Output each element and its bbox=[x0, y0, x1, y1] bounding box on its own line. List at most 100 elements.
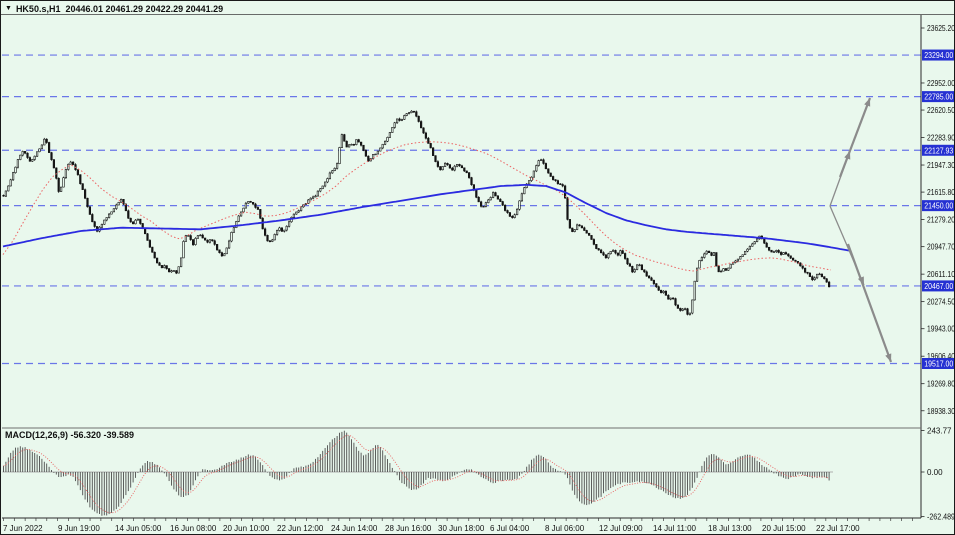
candle-body bbox=[160, 265, 164, 269]
candle-body bbox=[343, 134, 346, 142]
time-tick-label: 20 Jun 10:00 bbox=[223, 524, 270, 533]
candle-body bbox=[441, 166, 444, 171]
candle-body bbox=[544, 163, 547, 170]
price-axis[interactable]: 23625.20 22952.00 22620.50 22283.90 21947.30… bbox=[921, 24, 955, 416]
candle-body bbox=[674, 298, 677, 306]
chart-dropdown-icon[interactable]: ▼ bbox=[5, 5, 12, 12]
candle-body bbox=[184, 235, 188, 242]
candle-body bbox=[755, 238, 759, 242]
candle-body bbox=[232, 227, 236, 233]
candle-body bbox=[278, 227, 281, 231]
candle-body bbox=[55, 167, 58, 179]
candle-body bbox=[196, 235, 200, 239]
candle-body bbox=[180, 257, 183, 268]
candle-body bbox=[383, 140, 387, 145]
candle-body bbox=[43, 138, 46, 146]
candle-body bbox=[271, 239, 274, 242]
candle-body bbox=[419, 121, 423, 129]
time-tick-label: 6 Jul 04:00 bbox=[490, 524, 530, 533]
candle-body bbox=[249, 201, 252, 203]
candle-body bbox=[93, 221, 96, 227]
candle-body bbox=[340, 134, 344, 148]
candle-body bbox=[436, 161, 440, 167]
candle-body bbox=[240, 211, 243, 217]
candle-body bbox=[187, 235, 190, 237]
level-tag-label: 19517.00 bbox=[924, 360, 953, 369]
candle-body bbox=[218, 249, 221, 253]
candle-body bbox=[823, 276, 826, 280]
macd-tick-label: 0.00 bbox=[927, 468, 943, 477]
candle-body bbox=[484, 202, 488, 207]
candle-body bbox=[64, 169, 67, 178]
candle-body bbox=[62, 177, 65, 188]
candle-body bbox=[120, 199, 123, 203]
candle-body bbox=[535, 165, 538, 172]
candle-body bbox=[463, 167, 466, 172]
candle-body bbox=[491, 192, 495, 198]
candles bbox=[2, 110, 831, 316]
candle-body bbox=[825, 278, 828, 283]
candle-body bbox=[587, 232, 591, 236]
price-tick-label: 22952.00 bbox=[927, 79, 955, 88]
candle-body bbox=[122, 199, 125, 205]
candle-body bbox=[808, 272, 811, 277]
candle-body bbox=[285, 225, 288, 231]
candle-body bbox=[23, 151, 27, 154]
candle-body bbox=[280, 227, 284, 232]
candle-body bbox=[429, 143, 432, 149]
candle-body bbox=[494, 192, 497, 197]
candle-body bbox=[72, 161, 75, 165]
candle-body bbox=[561, 184, 564, 187]
candle-body bbox=[309, 197, 312, 201]
candle-body bbox=[151, 246, 154, 253]
candle-body bbox=[403, 115, 406, 120]
ma-slow-line bbox=[2, 183, 850, 252]
candle-body bbox=[595, 244, 598, 249]
candle-body bbox=[319, 188, 322, 192]
candle-body bbox=[496, 195, 500, 200]
candle-body bbox=[679, 307, 682, 311]
projection-up-2[interactable] bbox=[838, 97, 872, 178]
projection-down-2[interactable] bbox=[846, 243, 893, 363]
price-tick-label: 23625.20 bbox=[927, 24, 955, 33]
candle-body bbox=[31, 159, 34, 162]
level-tag-label: 21450.00 bbox=[924, 202, 953, 211]
candle-body bbox=[703, 253, 706, 258]
candle-body bbox=[777, 250, 780, 253]
candle-body bbox=[655, 283, 658, 288]
candle-body bbox=[489, 197, 492, 201]
candle-body bbox=[465, 170, 468, 174]
support-resistance-lines bbox=[2, 54, 921, 365]
candle-body bbox=[199, 234, 202, 237]
macd-axis[interactable]: 243.77 0.00 -262.489 bbox=[921, 427, 955, 522]
time-tick-label: 7 Jun 2022 bbox=[3, 524, 43, 533]
candle-body bbox=[645, 271, 648, 277]
candle-body bbox=[811, 276, 814, 280]
candle-body bbox=[16, 159, 20, 168]
candle-body bbox=[482, 206, 485, 208]
candle-body bbox=[328, 172, 332, 179]
candle-body bbox=[91, 214, 94, 223]
candle-body bbox=[307, 199, 310, 204]
candle-body bbox=[381, 143, 384, 149]
candle-body bbox=[292, 213, 296, 218]
trend-arrows bbox=[829, 97, 893, 363]
candle-body bbox=[815, 273, 819, 279]
candle-body bbox=[388, 132, 392, 138]
candle-body bbox=[355, 139, 358, 145]
candle-body bbox=[619, 250, 622, 256]
candle-body bbox=[117, 201, 120, 206]
candle-body bbox=[518, 200, 521, 210]
candle-body bbox=[35, 151, 39, 157]
candle-body bbox=[695, 267, 699, 282]
candle-body bbox=[345, 140, 348, 148]
candle-body bbox=[374, 153, 377, 156]
time-axis[interactable]: 7 Jun 2022 9 Jun 19:00 14 Jun 05:00 16 Jun … bbox=[3, 518, 913, 533]
candle-body bbox=[259, 209, 262, 219]
candle-body bbox=[477, 196, 480, 203]
candle-body bbox=[607, 253, 610, 259]
candle-body bbox=[729, 263, 732, 269]
time-tick-label: 12 Jul 09:00 bbox=[599, 524, 643, 533]
candle-body bbox=[789, 255, 792, 259]
candle-body bbox=[782, 252, 785, 255]
